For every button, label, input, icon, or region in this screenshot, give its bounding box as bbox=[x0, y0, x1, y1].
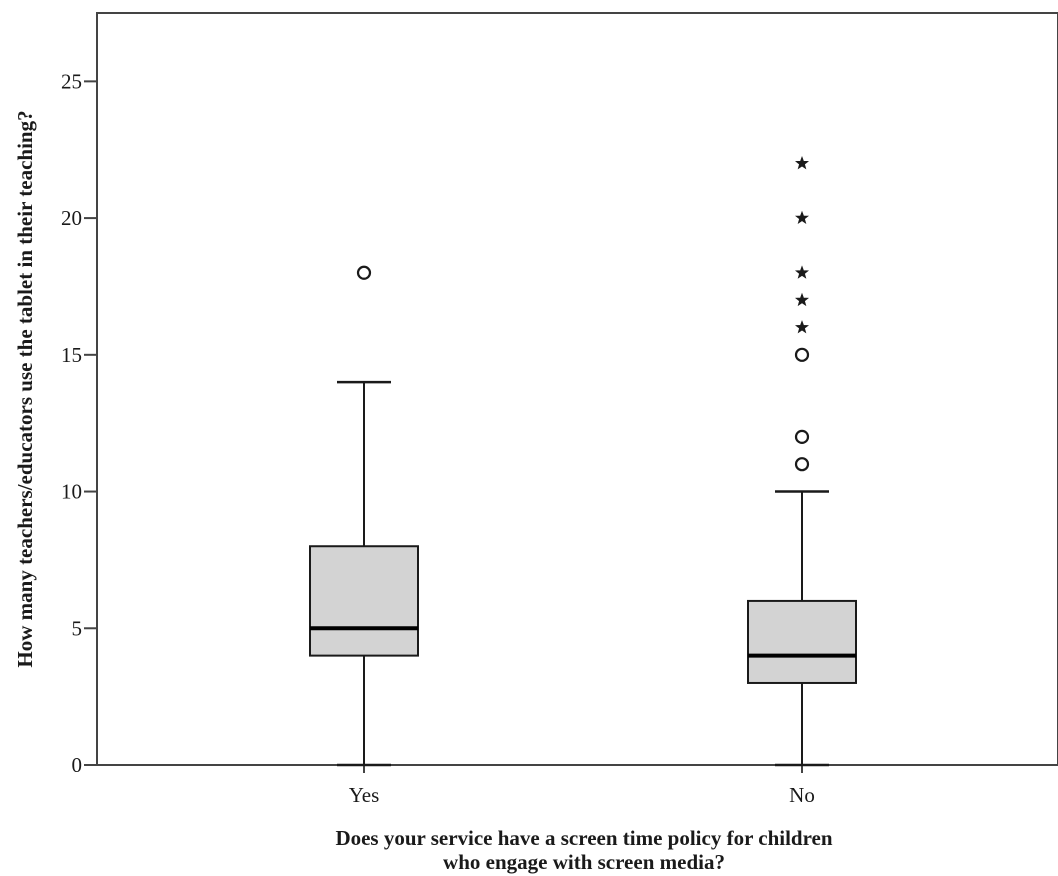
outliers-layer bbox=[356, 156, 810, 472]
y-axis-title: How many teachers/educators use the tabl… bbox=[13, 110, 37, 667]
box-yes bbox=[309, 545, 419, 657]
box-no bbox=[747, 599, 857, 684]
extreme-point-no bbox=[794, 265, 810, 279]
outlier-point-no bbox=[794, 429, 810, 444]
extreme-point-no bbox=[794, 292, 810, 307]
x-axis-title-line-2: who engage with screen media? bbox=[443, 850, 725, 874]
y-tick-label: 25 bbox=[61, 69, 82, 93]
x-tick-label-yes: Yes bbox=[349, 783, 380, 807]
outlier-point-no bbox=[794, 457, 810, 472]
y-tick-label: 10 bbox=[61, 480, 82, 504]
x-axis: Yes No bbox=[349, 765, 815, 807]
y-tick-label: 20 bbox=[61, 206, 82, 230]
outlier-point-yes bbox=[356, 265, 372, 280]
extreme-point-no bbox=[794, 210, 810, 225]
y-tick-label: 5 bbox=[72, 616, 83, 640]
y-tick-label: 15 bbox=[61, 343, 82, 367]
extreme-point-no bbox=[794, 320, 810, 334]
x-tick-label-no: No bbox=[789, 783, 815, 807]
y-axis: 0 5 10 15 20 25 bbox=[61, 69, 97, 777]
extreme-point-no bbox=[794, 156, 810, 170]
y-tick-label: 0 bbox=[72, 753, 83, 777]
plot-frame bbox=[96, 12, 1058, 766]
boxes-layer bbox=[309, 380, 857, 767]
outlier-point-no bbox=[794, 347, 810, 362]
x-axis-title-line-1: Does your service have a screen time pol… bbox=[335, 826, 832, 850]
